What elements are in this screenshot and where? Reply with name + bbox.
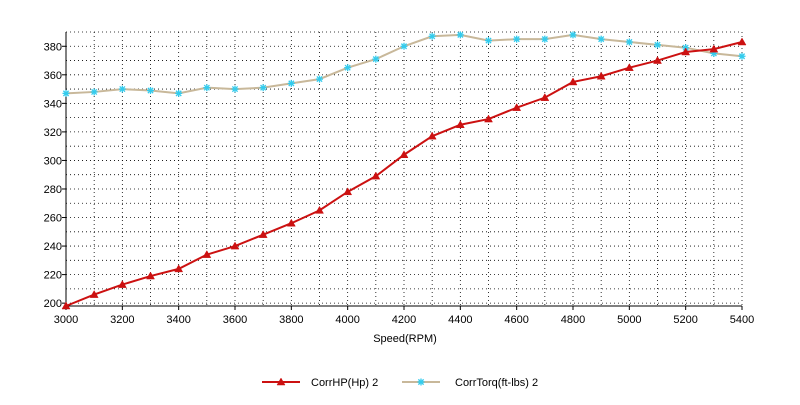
- y-tick-label: 220: [44, 270, 62, 282]
- data-point-corrtorq: [513, 35, 521, 43]
- data-point-corrtorq: [203, 84, 211, 92]
- data-point-corrtorq: [400, 42, 408, 50]
- data-point-corrtorq: [456, 31, 464, 39]
- data-point-corrtorq: [372, 55, 380, 63]
- legend-item-corrtorq: CorrTorq(ft-lbs) 2: [402, 377, 538, 389]
- y-tick-label: 240: [44, 241, 62, 253]
- x-axis-title: Speed(RPM): [373, 333, 437, 345]
- x-tick-label: 4400: [448, 314, 472, 326]
- x-tick-label: 3600: [223, 314, 247, 326]
- legend-label: CorrTorq(ft-lbs) 2: [455, 377, 538, 389]
- x-tick-label: 3800: [279, 314, 303, 326]
- y-tick-label: 200: [44, 298, 62, 310]
- data-point-corrhp: [315, 205, 324, 214]
- data-point-corrhp: [371, 171, 381, 180]
- x-tick-label: 5200: [673, 314, 697, 326]
- data-point-corrhp: [286, 218, 296, 227]
- data-point-corrtorq: [344, 64, 352, 72]
- legend-label: CorrHP(Hp) 2: [311, 377, 378, 389]
- data-point-corrhp: [512, 103, 522, 111]
- data-point-corrhp: [146, 271, 155, 280]
- data-point-corrtorq: [569, 31, 577, 39]
- y-tick-label: 260: [44, 213, 62, 225]
- data-point-corrtorq: [316, 75, 323, 83]
- series-line-corrhp: [65, 41, 743, 307]
- legend: CorrHP(Hp) 2 CorrTorq(ft-lbs) 2: [262, 377, 538, 389]
- data-point-corrhp: [399, 150, 409, 158]
- y-tick-label: 320: [44, 127, 62, 139]
- data-point-corrtorq: [654, 41, 661, 49]
- data-point-corrhp: [427, 131, 437, 140]
- data-point-corrhp: [174, 264, 184, 273]
- axes: 200 220 240 260 280 300 320 340 360 380 3000 3200 34…: [44, 32, 754, 326]
- data-point-corrhp: [89, 290, 99, 298]
- data-point-corrhp: [484, 114, 493, 123]
- data-point-corrtorq: [175, 89, 183, 97]
- data-point-corrtorq: [62, 89, 70, 97]
- data-point-corrhp: [653, 56, 662, 64]
- x-tick-label: 4800: [561, 314, 585, 326]
- data-point-corrhp: [455, 120, 465, 129]
- data-point-corrtorq: [259, 84, 267, 92]
- grid-lines: [65, 31, 743, 306]
- data-point-corrhp: [709, 44, 719, 53]
- data-point-corrhp: [202, 250, 212, 258]
- legend-marker: [276, 377, 286, 386]
- legend-marker: [417, 378, 425, 386]
- data-point-corrhp: [624, 63, 634, 71]
- data-point-corrtorq: [118, 85, 126, 93]
- data-point-corrhp: [681, 47, 691, 56]
- data-point-corrtorq: [428, 32, 436, 40]
- series-layer: [61, 31, 747, 310]
- data-point-corrhp: [596, 71, 606, 80]
- y-tick-label: 360: [44, 70, 62, 82]
- x-tick-label: 3200: [110, 314, 134, 326]
- data-point-corrtorq: [738, 52, 746, 60]
- x-tick-label: 3000: [54, 314, 78, 326]
- data-point-corrtorq: [485, 37, 492, 45]
- data-point-corrtorq: [287, 79, 295, 87]
- data-point-corrhp: [737, 37, 747, 46]
- data-point-corrtorq: [541, 35, 549, 43]
- y-tick-label: 300: [44, 155, 62, 167]
- data-point-corrtorq: [231, 85, 239, 93]
- legend-item-corrhp: CorrHP(Hp) 2: [262, 377, 378, 389]
- y-tick-label: 280: [44, 184, 62, 196]
- data-point-corrhp: [61, 301, 71, 310]
- x-tick-label: 5000: [617, 314, 641, 326]
- x-tick-label: 5400: [730, 314, 754, 326]
- x-tick-label: 4600: [504, 314, 528, 326]
- x-tick-label: 4200: [392, 314, 416, 326]
- data-point-corrtorq: [625, 38, 633, 46]
- data-point-corrhp: [343, 187, 353, 196]
- y-tick-label: 340: [44, 98, 62, 110]
- x-tick-label: 4000: [335, 314, 359, 326]
- y-tick-label: 380: [44, 41, 62, 53]
- data-point-corrhp: [230, 241, 240, 250]
- data-point-corrtorq: [90, 88, 98, 96]
- data-point-corrhp: [258, 230, 268, 238]
- data-point-corrhp: [568, 77, 578, 86]
- data-point-corrhp: [117, 280, 127, 288]
- data-point-corrtorq: [147, 87, 154, 95]
- x-tick-label: 3400: [166, 314, 190, 326]
- data-point-corrhp: [540, 93, 550, 101]
- data-point-corrtorq: [597, 35, 605, 43]
